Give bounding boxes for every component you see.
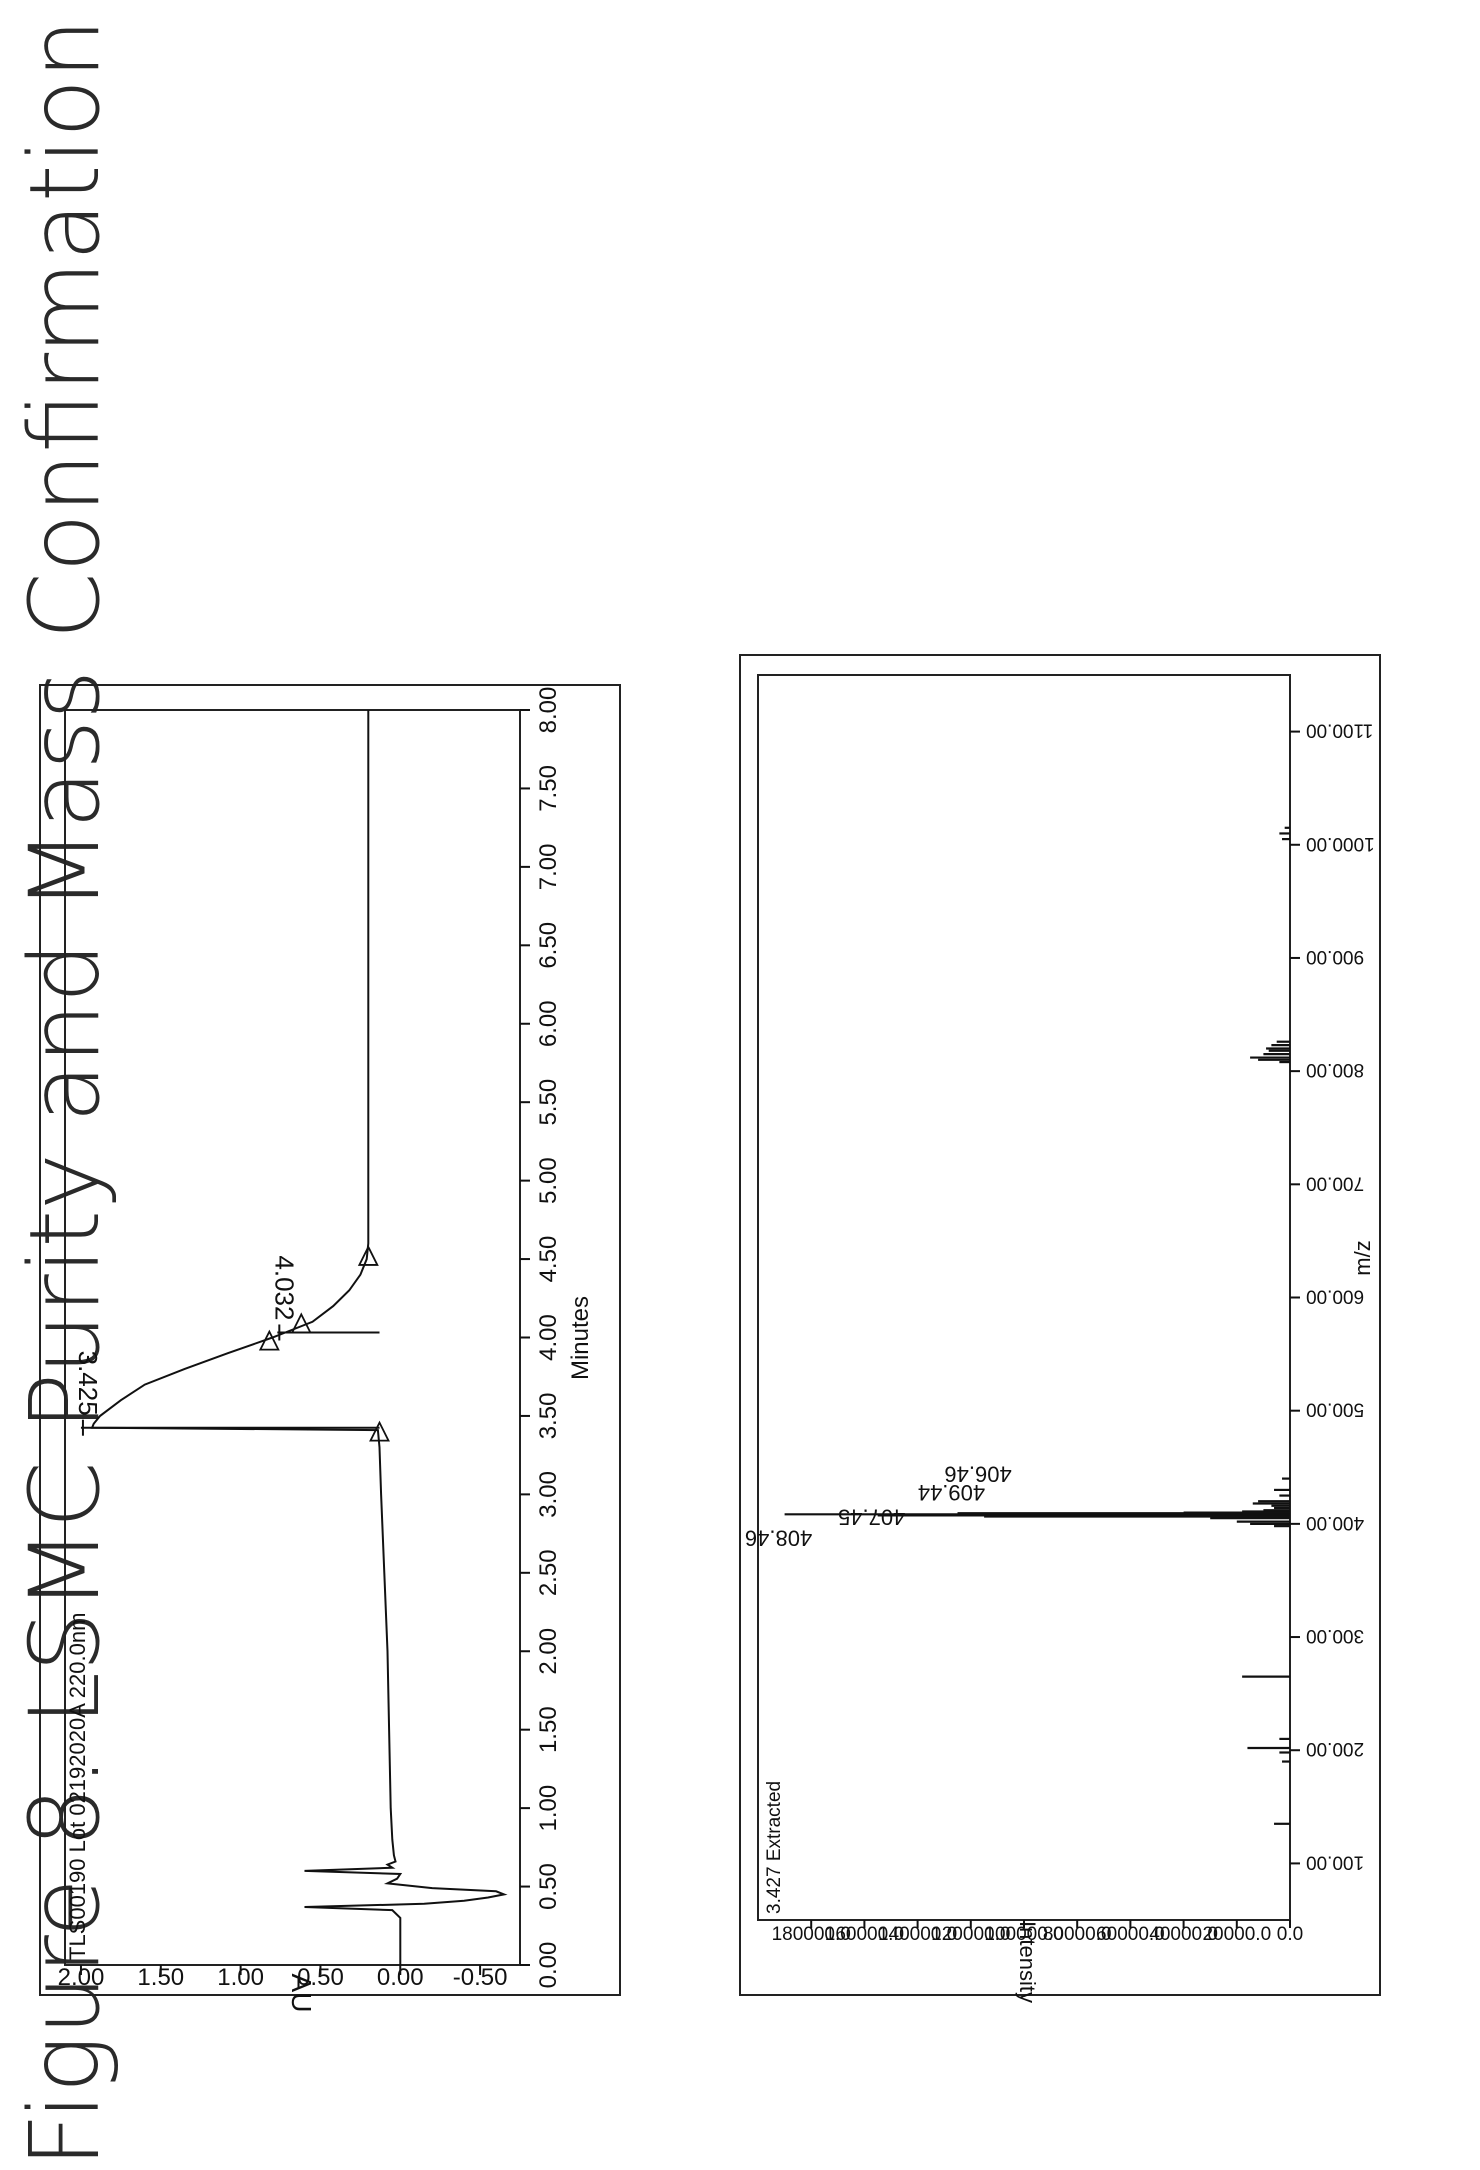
chromatogram-x-ticks: 0.00 0.50 1.00 1.50 2.00 2.50 3.00 3.50 4.00 4.50… <box>520 687 562 1989</box>
chromatogram-title: TLS00190 Lot 02192020A 220.0nm <box>65 1613 90 1960</box>
chromatogram-x-tick-label: 1.50 <box>535 1706 562 1753</box>
spectrum-x-axis-label: m/z <box>1350 1240 1375 1275</box>
integration-marker <box>369 1420 390 1442</box>
spectrum-x-tick-label: 1000.00 <box>1306 833 1375 854</box>
chromatogram-y-ticks: 2.00 1.50 1.00 0.50 0.00 -0.50 <box>58 1964 508 1991</box>
chromatogram-y-tick-label: 1.00 <box>217 1964 264 1991</box>
spectrum-y-tick-label: 60000.0 <box>1096 1924 1165 1945</box>
chromatogram-x-tick-label: 7.50 <box>535 765 562 812</box>
integration-marker <box>258 1329 280 1351</box>
spectrum-y-tick-label: 120000.0 <box>931 1924 1010 1945</box>
spectrum-y-tick-label: 180000.0 <box>772 1924 851 1945</box>
chromatogram-plot-area <box>64 709 521 1966</box>
spectrum-title: 3.427 Extracted <box>764 1781 785 1914</box>
chromatogram-x-tick-label: 3.00 <box>535 1471 562 1518</box>
peak-labels: 3.425 4.032 <box>73 1255 380 1436</box>
peak-label: 4.032 <box>269 1255 299 1320</box>
chromatogram-outer-frame <box>39 684 621 1996</box>
spectrum-y-axis-label: Intensity <box>1015 1921 1040 2003</box>
chromatogram-x-tick-label: 6.50 <box>535 922 562 969</box>
spectrum-y-ticks: 0.020000.040000.060000.080000.0100000.01… <box>772 1920 1303 1945</box>
chromatogram-x-tick-label: 2.00 <box>535 1628 562 1675</box>
spectrum-outer-frame <box>739 654 1381 1996</box>
chromatogram-y-axis-label: AU <box>286 1974 317 2013</box>
spectrum-x-tick-label: 900.00 <box>1306 946 1364 967</box>
spectrum-x-tick-label: 300.00 <box>1306 1625 1364 1646</box>
spectrum-x-tick-label: 500.00 <box>1306 1399 1364 1420</box>
spectrum-data-label: 408.46 <box>745 1525 812 1550</box>
mass-spectrum-chart: 3.427 Extracted m/z Intensity 100.00 200.… <box>739 654 1381 2003</box>
integration-marker <box>357 1244 379 1266</box>
spectrum-plot-area <box>757 674 1291 1921</box>
spectrum-y-tick-label: 20000.0 <box>1202 1924 1271 1945</box>
spectrum-y-tick-label: 140000.0 <box>878 1924 957 1945</box>
spectrum-x-tick-label: 1100.00 <box>1306 720 1373 741</box>
chromatogram-x-tick-label: 7.00 <box>535 844 562 891</box>
spectrum-x-ticks: 100.00 200.00 300.00 400.00 500.00 600.00 700.… <box>1290 720 1375 1872</box>
spectrum-y-tick-label: 0.0 <box>1277 1924 1303 1945</box>
chromatogram-x-axis-label: Minutes <box>567 1296 594 1380</box>
spectrum-y-tick-label: 160000.0 <box>825 1924 904 1945</box>
spectrum-y-tick-label: 100000.0 <box>984 1924 1063 1945</box>
chromatogram-x-tick-label: 1.00 <box>535 1785 562 1832</box>
spectrum-x-tick-label: 700.00 <box>1306 1172 1364 1193</box>
spectrum-x-tick-label: 600.00 <box>1306 1286 1364 1307</box>
spectrum-data-label: 407.45 <box>838 1504 905 1529</box>
chromatogram-x-tick-label: 4.00 <box>535 1314 562 1361</box>
spectrum-data-label: 406.46 <box>944 1462 1011 1487</box>
peak-label: 3.425 <box>73 1351 103 1416</box>
chromatogram-x-tick-label: 5.50 <box>535 1079 562 1126</box>
chromatogram-x-tick-label: 5.00 <box>535 1157 562 1204</box>
spectrum-peaks <box>784 826 1290 1825</box>
chromatogram-y-tick-label: 0.50 <box>297 1964 344 1991</box>
chromatogram-x-tick-label: 0.00 <box>535 1942 562 1989</box>
chromatogram-y-tick-label: 2.00 <box>58 1964 105 1991</box>
chromatogram-x-tick-label: 2.50 <box>535 1549 562 1596</box>
spectrum-data-label: 409.44 <box>918 1480 985 1505</box>
chromatogram-chart: TLS00190 Lot 02192020A 220.0nm Minutes A… <box>39 684 621 2013</box>
spectrum-y-tick-label: 40000.0 <box>1149 1924 1218 1945</box>
chromatogram-x-tick-label: 3.50 <box>535 1393 562 1440</box>
spectrum-x-tick-label: 200.00 <box>1306 1738 1364 1759</box>
chromatogram-y-tick-label: 1.50 <box>137 1964 184 1991</box>
chromatogram-y-tick-label: -0.50 <box>453 1964 508 1991</box>
chromatogram-trace <box>90 710 508 1965</box>
spectrum-x-tick-label: 400.00 <box>1306 1512 1364 1533</box>
spectrum-x-tick-label: 100.00 <box>1306 1851 1364 1872</box>
spectrum-x-tick-label: 800.00 <box>1306 1059 1364 1080</box>
chromatogram-x-tick-label: 0.50 <box>535 1863 562 1910</box>
chromatogram-x-tick-label: 6.00 <box>535 1000 562 1047</box>
chromatogram-y-tick-label: 0.00 <box>377 1964 424 1991</box>
spectrum-y-tick-label: 80000.0 <box>1043 1924 1112 1945</box>
chromatogram-x-tick-label: 4.50 <box>535 1236 562 1283</box>
chromatogram-x-tick-label: 8.00 <box>535 687 562 734</box>
